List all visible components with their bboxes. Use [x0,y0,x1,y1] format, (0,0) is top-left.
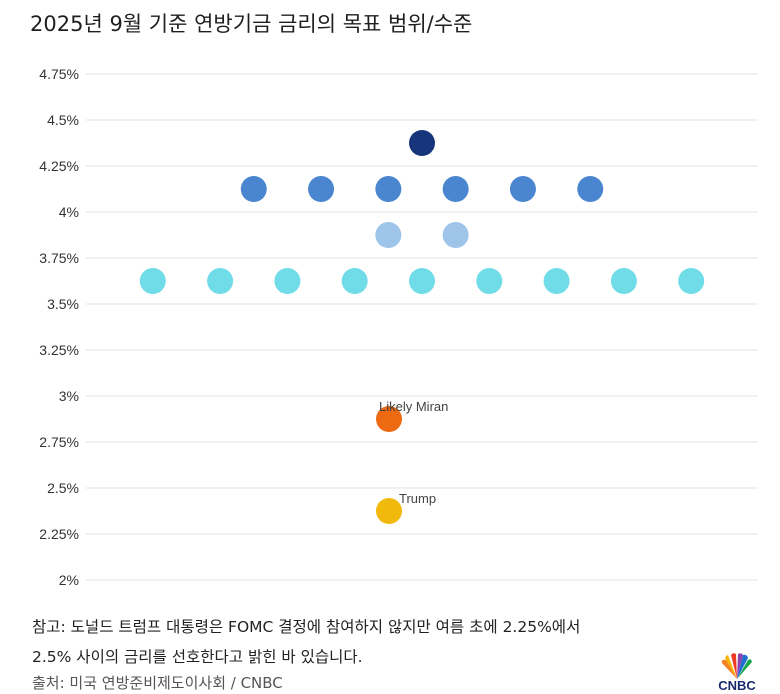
y-tick-label: 4.25% [39,158,79,174]
projection-dot [375,176,402,202]
y-tick-label: 4.75% [39,66,79,82]
projection-dot [577,176,604,202]
annotated-dot [376,498,402,524]
y-tick-label: 4% [59,204,79,220]
chart-title: 2025년 9월 기준 연방기금 금리의 목표 범위/수준 [30,12,473,36]
projection-dot [207,268,234,294]
note-line-1: 참고: 도널드 트럼프 대통령은 FOMC 결정에 참여하지 않지만 여름 초에… [32,618,581,636]
projection-dot [139,268,166,294]
annotated-dot [376,406,402,432]
y-tick-label: 4.5% [47,112,79,128]
projection-dot [543,268,570,294]
projection-dot [509,176,536,202]
y-tick-label: 2.25% [39,526,79,542]
nbc-peacock-icon [721,653,752,679]
projection-dot [610,268,637,294]
chart-note: 참고: 도널드 트럼프 대통령은 FOMC 결정에 참여하지 않지만 여름 초에… [32,612,732,672]
projection-dot [409,130,435,156]
y-tick-label: 3.75% [39,250,79,266]
projection-dot [240,176,267,202]
projection-dot [308,176,335,202]
projection-dot [375,222,402,248]
point-annotation: Likely Miran [379,399,448,414]
point-annotation: Trump [399,491,436,506]
projection-dot [341,268,368,294]
projection-dot [476,268,503,294]
dot-plot: 4.75% 4.5% 4.25% 4% 3.75% 3.5% 3.25% 3% 2.75% 2.5… [39,66,758,588]
y-tick-label: 2.75% [39,434,79,450]
cnbc-logo: CNBC [712,652,762,693]
y-tick-label: 2.5% [47,480,79,496]
y-tick-label: 3.5% [47,296,79,312]
projection-dot [678,268,705,294]
y-tick-label: 3% [59,388,79,404]
projection-dot [409,268,435,294]
logo-text: CNBC [718,678,756,693]
y-tick-label: 3.25% [39,342,79,358]
projection-dot [274,268,301,294]
note-line-2: 2.5% 사이의 금리를 선호한다고 밝힌 바 있습니다. [32,648,363,666]
projection-dot [442,176,469,202]
y-tick-label: 2% [59,572,79,588]
chart-source: 출처: 미국 연방준비제도이사회 / CNBC [32,674,283,692]
projection-dot [442,222,469,248]
